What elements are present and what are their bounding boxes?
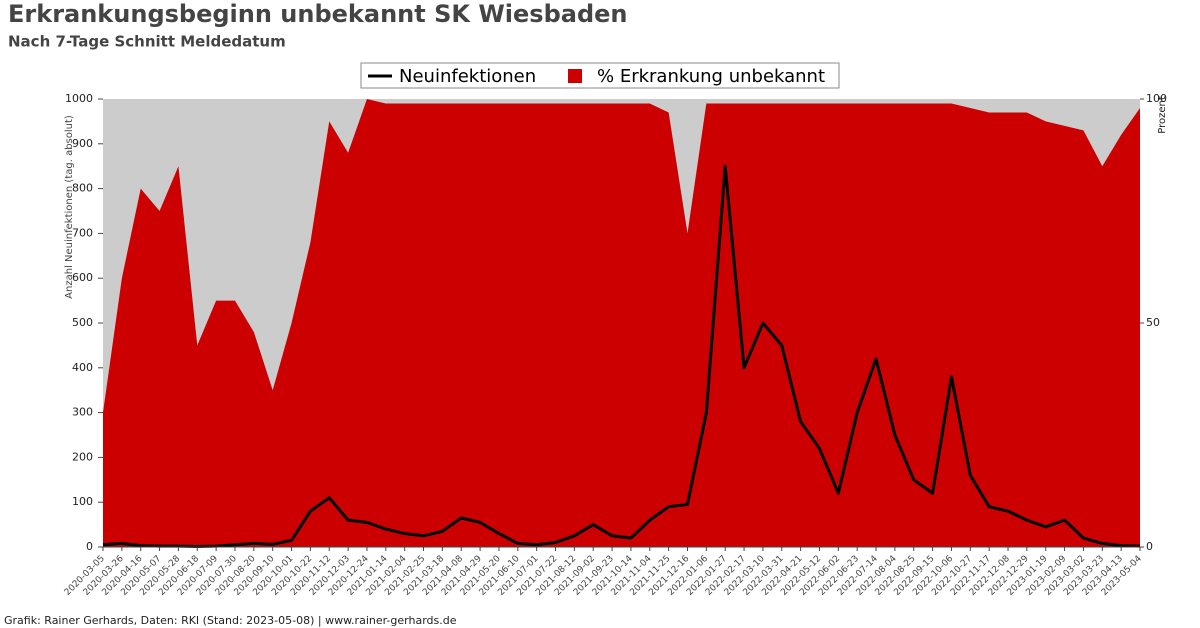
y-tick-label: 100 bbox=[72, 495, 93, 508]
y2-tick-label: 0 bbox=[1146, 540, 1153, 553]
y-tick-label: 0 bbox=[86, 540, 93, 553]
footer: Grafik: Rainer Gerhards, Daten: RKI (Sta… bbox=[4, 614, 457, 627]
y-tick-label: 300 bbox=[72, 406, 93, 419]
area bbox=[103, 99, 1140, 547]
chart-subtitle: Nach 7-Tage Schnitt Meldedatum bbox=[8, 33, 286, 51]
legend-label: % Erkrankung unbekannt bbox=[597, 66, 825, 87]
y-tick-label: 900 bbox=[72, 137, 93, 150]
line bbox=[102, 164, 1141, 549]
y2-tick-label: 100 bbox=[1146, 92, 1167, 105]
y2-tick-label: 50 bbox=[1146, 316, 1160, 329]
y-tick-label: 700 bbox=[72, 226, 93, 239]
legend-label: Neuinfektionen bbox=[399, 66, 536, 87]
legend: Neuinfektionen % Erkrankung unbekannt bbox=[360, 62, 840, 89]
y-tick-label: 600 bbox=[72, 271, 93, 284]
legend-box bbox=[360, 62, 840, 89]
y-tick-label: 200 bbox=[72, 450, 93, 463]
y-tick-label: 1000 bbox=[65, 92, 93, 105]
y-tick-label: 400 bbox=[72, 361, 93, 374]
legend-swatch bbox=[568, 69, 582, 83]
y2-axis-label: Prozent bbox=[1157, 96, 1168, 134]
y-tick-label: 500 bbox=[72, 316, 93, 329]
y-axis-label: Anzahl Neuinfektionen (tag. absolut) bbox=[64, 115, 75, 299]
y-tick-label: 800 bbox=[72, 182, 93, 195]
chart-title: Erkrankungsbeginn unbekannt SK Wiesbaden bbox=[8, 0, 628, 28]
